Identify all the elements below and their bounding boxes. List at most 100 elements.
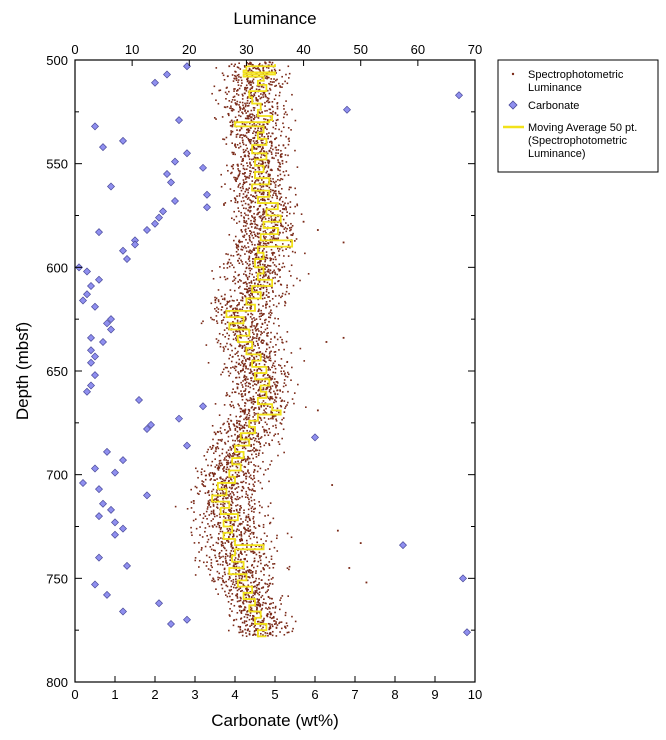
luminance-point <box>282 231 284 234</box>
luminance-point <box>275 386 277 389</box>
luminance-point <box>236 222 238 224</box>
luminance-point <box>242 471 245 473</box>
luminance-point <box>261 163 264 165</box>
luminance-point <box>211 579 213 582</box>
luminance-point <box>245 84 248 87</box>
luminance-point <box>255 194 258 197</box>
luminance-point <box>247 214 249 217</box>
luminance-point <box>268 355 271 357</box>
luminance-point <box>251 489 253 492</box>
luminance-point <box>247 290 250 292</box>
luminance-point <box>260 547 263 550</box>
luminance-point <box>243 609 246 611</box>
luminance-point <box>247 110 249 113</box>
luminance-point <box>250 301 253 304</box>
luminance-point <box>241 589 243 592</box>
luminance-point <box>258 240 260 242</box>
luminance-point <box>236 600 239 603</box>
luminance-point <box>244 379 247 381</box>
luminance-point <box>245 288 248 291</box>
luminance-point <box>208 501 210 504</box>
luminance-point <box>247 457 250 459</box>
luminance-point <box>248 282 251 284</box>
luminance-point <box>253 626 256 628</box>
luminance-point <box>249 525 251 528</box>
luminance-point <box>227 541 230 543</box>
luminance-point <box>259 556 261 559</box>
luminance-point <box>234 307 237 310</box>
luminance-point <box>282 225 284 228</box>
luminance-point <box>251 234 254 237</box>
luminance-point <box>270 578 273 580</box>
luminance-point <box>209 472 212 474</box>
luminance-point <box>244 135 247 137</box>
plot-frame <box>74 59 476 683</box>
luminance-point <box>265 407 267 410</box>
luminance-point <box>246 288 249 291</box>
luminance-point <box>251 294 253 296</box>
luminance-point <box>255 271 258 274</box>
luminance-point <box>252 137 254 139</box>
luminance-point <box>248 596 251 598</box>
luminance-point <box>241 447 244 450</box>
luminance-point <box>259 70 261 72</box>
luminance-point <box>228 456 231 459</box>
luminance-point <box>215 497 218 500</box>
luminance-point <box>224 484 226 487</box>
luminance-point <box>218 526 221 529</box>
luminance-point <box>245 87 248 90</box>
luminance-point <box>269 359 272 362</box>
luminance-point <box>296 166 299 168</box>
luminance-point <box>233 90 235 92</box>
legend-label-ma-line2: (Spectrophotometric <box>528 135 628 147</box>
luminance-point <box>222 497 224 500</box>
luminance-point <box>234 197 237 200</box>
luminance-point <box>297 383 299 386</box>
luminance-point <box>252 158 255 160</box>
luminance-point <box>251 574 253 577</box>
luminance-point <box>274 146 277 149</box>
luminance-point <box>250 109 253 112</box>
luminance-point <box>267 589 270 591</box>
luminance-point <box>276 107 279 110</box>
luminance-point <box>253 511 255 513</box>
luminance-point <box>205 344 208 346</box>
luminance-point <box>267 505 270 508</box>
luminance-point <box>240 578 243 580</box>
luminance-point <box>218 555 221 558</box>
luminance-point <box>249 100 252 103</box>
luminance-point <box>241 122 244 125</box>
luminance-point <box>257 256 260 259</box>
luminance-point <box>262 542 265 545</box>
luminance-point <box>246 162 248 164</box>
luminance-point <box>281 418 283 421</box>
luminance-point <box>262 586 264 589</box>
luminance-point <box>276 550 279 552</box>
luminance-point <box>235 215 238 218</box>
luminance-point <box>238 114 240 117</box>
luminance-point <box>294 620 297 623</box>
luminance-point <box>273 192 275 194</box>
luminance-point <box>278 364 280 366</box>
luminance-point <box>238 534 241 536</box>
luminance-point <box>240 126 243 129</box>
luminance-point <box>265 614 268 617</box>
luminance-point <box>216 506 218 508</box>
luminance-point <box>228 90 230 93</box>
luminance-point <box>276 407 279 410</box>
luminance-point <box>247 258 250 260</box>
luminance-point <box>272 270 274 273</box>
luminance-point <box>245 220 248 222</box>
luminance-point <box>249 287 251 289</box>
luminance-point <box>237 453 240 456</box>
luminance-point <box>200 473 203 476</box>
luminance-point <box>251 223 254 225</box>
luminance-point <box>255 96 257 99</box>
luminance-point <box>256 368 259 371</box>
luminance-point <box>229 403 231 406</box>
luminance-point <box>240 531 242 533</box>
luminance-point <box>282 218 285 221</box>
luminance-point <box>283 228 286 230</box>
luminance-point <box>230 495 233 498</box>
luminance-point <box>235 180 238 183</box>
